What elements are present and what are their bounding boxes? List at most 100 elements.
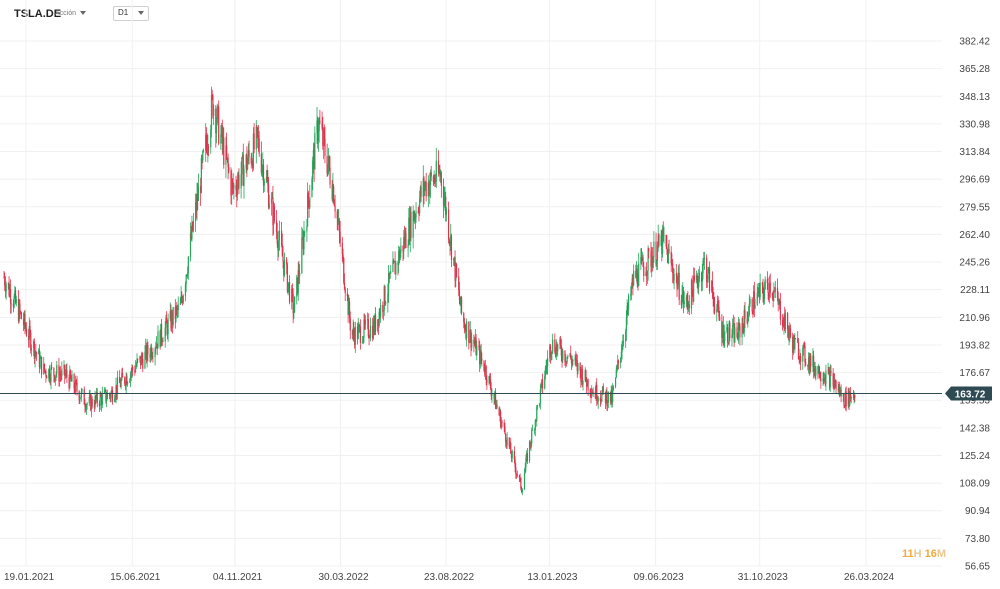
candle-body — [100, 394, 102, 397]
candle-body — [798, 358, 800, 360]
symbol-dropdown-icon[interactable] — [80, 11, 86, 15]
candle-body — [802, 347, 804, 362]
candle-body — [95, 392, 98, 400]
candle-body — [13, 296, 15, 307]
candle-body — [49, 379, 51, 382]
timeframe-value: D1 — [118, 8, 129, 17]
candle-body — [850, 397, 852, 399]
candle-body — [384, 286, 386, 304]
candle-body — [703, 259, 705, 261]
candle-body — [221, 125, 223, 144]
candle-body — [258, 138, 260, 154]
y-tick-label: 330.98 — [959, 119, 990, 130]
candle-body — [803, 344, 805, 346]
candle-body — [162, 341, 164, 343]
candle-body — [825, 370, 827, 385]
candle-body — [20, 311, 22, 313]
candle-body — [727, 342, 729, 344]
candle-body — [200, 158, 202, 193]
candle-body — [137, 359, 139, 360]
candle-body — [351, 330, 354, 336]
candle-body — [493, 393, 495, 399]
candle-body — [129, 373, 132, 381]
candle-body — [625, 317, 628, 332]
candle-body — [344, 288, 346, 294]
candle-body — [389, 273, 391, 279]
candle-body — [265, 177, 268, 181]
candle-body — [235, 184, 237, 190]
candle-body — [510, 453, 513, 459]
candle-body — [225, 145, 227, 165]
candle-body — [681, 295, 683, 305]
candle-body — [293, 312, 295, 314]
countdown-minutes: 16 — [924, 548, 937, 560]
candle-body — [398, 250, 400, 265]
candle-body — [35, 352, 38, 355]
candle-body — [832, 372, 834, 386]
candle-body — [529, 441, 531, 445]
candle-body — [404, 232, 406, 245]
candle-body — [24, 313, 26, 327]
candle-body — [56, 365, 58, 375]
candle-body — [367, 319, 369, 337]
candle-body — [410, 211, 412, 238]
candle-body — [854, 394, 856, 398]
candle-body — [503, 422, 505, 427]
candle-body — [587, 379, 589, 391]
candle-body — [206, 143, 208, 153]
candle-body — [637, 283, 639, 286]
candle-body — [286, 259, 288, 265]
candle-body — [724, 331, 726, 341]
candle-body — [834, 380, 836, 388]
candle-body — [505, 442, 508, 446]
candle-body — [182, 295, 184, 303]
candle-body — [717, 300, 719, 307]
candle-body — [96, 392, 98, 404]
candle-body — [667, 249, 669, 264]
candle-body — [627, 305, 629, 310]
candle-body — [40, 356, 42, 359]
x-tick-label: 09.06.2023 — [634, 572, 684, 583]
candle-body — [309, 197, 311, 208]
candle-body — [393, 260, 395, 262]
candle-body — [828, 371, 831, 388]
candle-body — [343, 282, 346, 289]
candle-body — [787, 312, 789, 330]
candle-body — [595, 384, 597, 399]
candle-body — [261, 167, 263, 173]
candle-body — [642, 257, 644, 267]
candle-body — [322, 130, 325, 146]
candle-body — [15, 299, 17, 303]
candle-body — [172, 307, 174, 325]
candle-body — [749, 299, 751, 304]
candle-body — [534, 420, 536, 430]
candle-body — [125, 376, 127, 387]
candle-body — [560, 339, 562, 346]
candle-body — [202, 151, 204, 161]
candle-body — [656, 260, 658, 265]
candle-body — [283, 259, 286, 276]
candle-body — [819, 377, 821, 379]
candle-body — [226, 145, 228, 158]
candle-body — [260, 153, 262, 173]
candle-body — [523, 473, 526, 490]
candle-body — [377, 319, 380, 326]
candle-body — [248, 150, 250, 157]
candle-body — [205, 134, 207, 151]
candle-body — [316, 120, 318, 133]
symbol-type-label: Acción — [55, 10, 77, 17]
candle-body — [575, 359, 578, 361]
candle-body — [600, 400, 602, 402]
candle-body — [565, 361, 567, 363]
x-tick-label: 13.01.2023 — [527, 572, 577, 583]
candle-body — [435, 160, 437, 182]
candles — [3, 86, 856, 496]
candle-body — [830, 371, 832, 373]
candle-body — [111, 390, 113, 393]
candle-body — [17, 299, 20, 322]
candle-body — [672, 273, 674, 281]
candle-body — [519, 477, 521, 479]
candle-body — [570, 353, 572, 359]
timeframe-select[interactable]: D1 — [113, 6, 149, 21]
